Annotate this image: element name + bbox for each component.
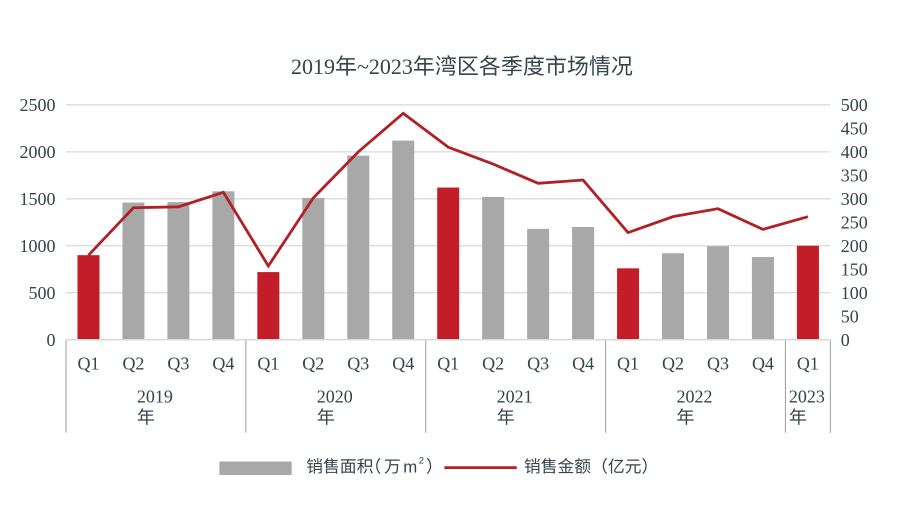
svg-text:2023: 2023 (369, 54, 413, 79)
svg-text:350: 350 (841, 166, 868, 186)
svg-text:2021: 2021 (497, 386, 533, 406)
svg-text:300: 300 (841, 189, 868, 209)
svg-text:Q3: Q3 (347, 354, 369, 374)
svg-text:2023: 2023 (789, 386, 825, 406)
svg-text:Q4: Q4 (392, 354, 414, 374)
svg-text:2000: 2000 (20, 142, 56, 162)
svg-text:Q3: Q3 (167, 354, 189, 374)
svg-text:Q1: Q1 (257, 354, 279, 374)
svg-text:2019: 2019 (291, 54, 335, 79)
svg-text:500: 500 (29, 283, 56, 303)
svg-text:2020: 2020 (317, 386, 353, 406)
svg-text:150: 150 (841, 259, 868, 279)
svg-text:50: 50 (841, 306, 859, 326)
svg-text:0: 0 (841, 330, 850, 350)
svg-text:Q4: Q4 (752, 354, 774, 374)
svg-text:2019: 2019 (137, 386, 173, 406)
svg-text:1500: 1500 (20, 189, 56, 209)
svg-text:Q1: Q1 (437, 354, 459, 374)
svg-text:Q2: Q2 (302, 354, 324, 374)
svg-text:Q1: Q1 (77, 354, 99, 374)
svg-text:Q1: Q1 (797, 354, 819, 374)
svg-text:Q2: Q2 (482, 354, 504, 374)
svg-text:450: 450 (841, 119, 868, 139)
svg-text:0: 0 (47, 330, 56, 350)
svg-text:Q4: Q4 (572, 354, 594, 374)
svg-text:m: m (403, 457, 417, 476)
svg-text:~: ~ (357, 54, 369, 79)
svg-text:2: 2 (419, 455, 424, 466)
svg-text:Q2: Q2 (122, 354, 144, 374)
svg-text:Q3: Q3 (527, 354, 549, 374)
svg-text:Q2: Q2 (662, 354, 684, 374)
svg-text:Q1: Q1 (617, 354, 639, 374)
svg-text:100: 100 (841, 283, 868, 303)
svg-text:Q3: Q3 (707, 354, 729, 374)
svg-text:200: 200 (841, 236, 868, 256)
svg-text:2022: 2022 (677, 386, 713, 406)
svg-text:Q4: Q4 (212, 354, 234, 374)
svg-text:250: 250 (841, 213, 868, 233)
svg-text:400: 400 (841, 142, 868, 162)
svg-text:2500: 2500 (20, 95, 56, 115)
svg-text:1000: 1000 (20, 236, 56, 256)
svg-text:500: 500 (841, 95, 868, 115)
